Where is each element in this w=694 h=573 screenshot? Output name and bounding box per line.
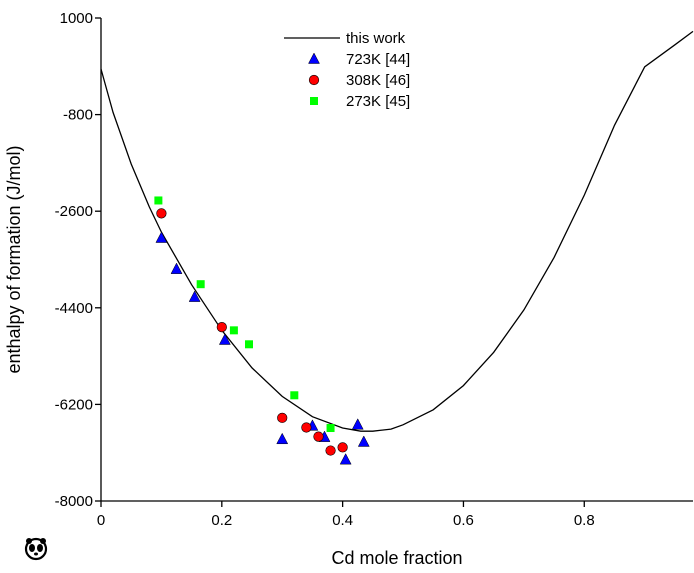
x-axis: 0 0.2 0.4 0.6 0.8 bbox=[97, 500, 693, 529]
circle-point bbox=[216, 322, 227, 333]
triangle-point bbox=[276, 432, 289, 445]
square-point bbox=[154, 196, 163, 205]
square-point bbox=[229, 326, 238, 335]
circle-point bbox=[277, 412, 288, 423]
triangle-point bbox=[218, 333, 231, 345]
legend-label: 308K [46] bbox=[346, 72, 410, 89]
y-tick-label: 1000 bbox=[60, 10, 93, 27]
circle-point bbox=[313, 431, 324, 442]
square-point bbox=[245, 340, 253, 349]
y-tick-label: -8000 bbox=[55, 493, 93, 510]
legend: this work 723K [44] 308K [46] 273K [45] bbox=[284, 30, 410, 110]
x-axis-title: Cd mole fraction bbox=[331, 548, 462, 568]
legend-label: 723K [44] bbox=[346, 51, 410, 68]
legend-label: 273K [45] bbox=[346, 93, 410, 110]
triangle-point bbox=[170, 262, 183, 274]
x-tick-label: 0.2 bbox=[211, 512, 232, 529]
triangle-point bbox=[357, 435, 370, 447]
circle-point bbox=[156, 208, 167, 219]
x-tick-label: 0.6 bbox=[453, 512, 474, 529]
circle-point bbox=[301, 422, 312, 433]
y-axis-title: enthalpy of formation (J/mol) bbox=[4, 145, 24, 373]
panda-logo-icon bbox=[24, 537, 48, 561]
triangle-point bbox=[188, 290, 201, 302]
y-tick-label: -800 bbox=[63, 107, 93, 124]
square-point bbox=[290, 391, 299, 400]
legend-square-swatch bbox=[310, 97, 318, 105]
y-axis: 1000 -800 -2600 -4400 -6200 -8000 bbox=[55, 10, 102, 510]
model-curve bbox=[100, 30, 694, 432]
y-tick-label: -2600 bbox=[55, 203, 93, 220]
triangle-point bbox=[351, 418, 364, 430]
square-point bbox=[196, 280, 205, 289]
circle-point bbox=[337, 442, 348, 453]
x-tick-label: 0 bbox=[97, 512, 105, 529]
triangle-point bbox=[339, 453, 352, 465]
legend-triangle-swatch bbox=[308, 52, 320, 64]
y-tick-label: -6200 bbox=[55, 396, 93, 413]
x-tick-label: 0.8 bbox=[574, 512, 595, 529]
circle-point bbox=[325, 445, 336, 456]
plot-area bbox=[100, 30, 694, 465]
x-tick-label: 0.4 bbox=[332, 512, 353, 529]
triangle-point bbox=[155, 231, 168, 243]
square-point bbox=[326, 424, 335, 433]
legend-label: this work bbox=[346, 30, 406, 47]
legend-circle-swatch bbox=[308, 74, 320, 86]
y-tick-label: -4400 bbox=[55, 300, 93, 317]
